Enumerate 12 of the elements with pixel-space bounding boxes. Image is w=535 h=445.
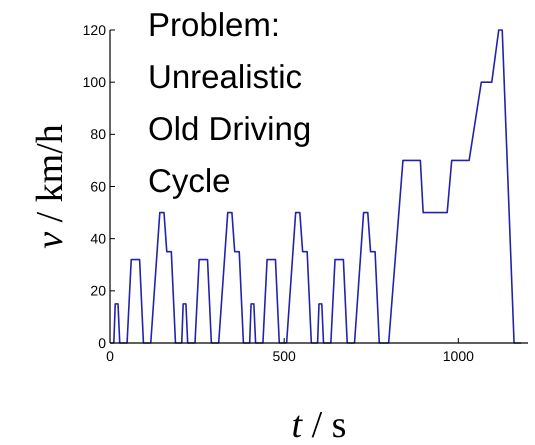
x-tick-label: 500 (272, 348, 296, 364)
y-tick-label: 120 (82, 22, 106, 38)
y-tick-label: 0 (98, 334, 106, 351)
y-tick-label: 60 (90, 178, 106, 194)
y-tick-label: 80 (90, 126, 106, 142)
y-tick-label: 100 (82, 74, 106, 90)
x-axis-title: t / s (292, 404, 346, 445)
y-tick-label: 40 (90, 230, 106, 247)
x-tick-label: 1000 (442, 348, 474, 364)
y-axis-title: v / km/h (29, 124, 71, 249)
annotation: Problem: Unrealistic Old Driving Cycle (148, 6, 312, 199)
y-tick-label: 20 (90, 282, 106, 299)
